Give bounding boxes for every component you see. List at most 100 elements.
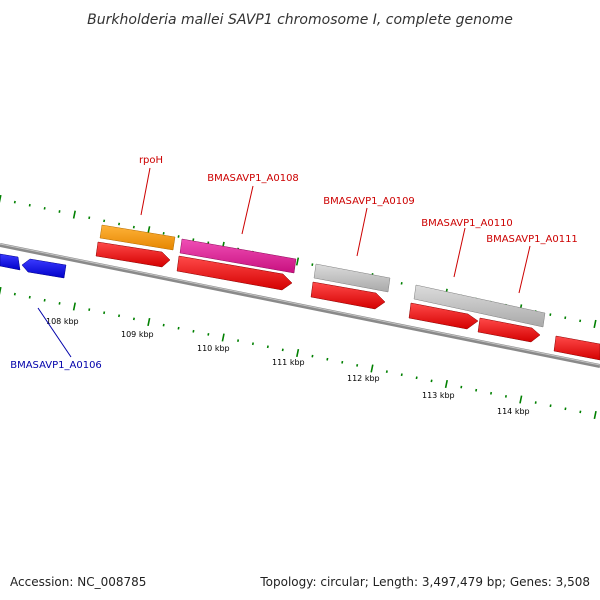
inner-tick bbox=[564, 407, 567, 411]
inner-tick bbox=[207, 333, 210, 336]
scale-label-112: 112 kbp bbox=[347, 374, 380, 383]
inner-tick bbox=[370, 364, 374, 373]
outer-tick bbox=[13, 200, 16, 204]
inner-tick-row bbox=[0, 286, 597, 420]
scale-label-113: 113 kbp bbox=[422, 391, 455, 400]
gene-a0107-arrow[interactable] bbox=[21, 258, 67, 279]
inner-tick bbox=[43, 298, 46, 302]
scale-label-108: 108 kbp bbox=[46, 317, 79, 326]
gene-label-a0108[interactable]: BMASAVP1_A0108 bbox=[207, 173, 299, 184]
scale-label-114: 114 kbp bbox=[497, 407, 530, 416]
accession-text: Accession: NC_008785 bbox=[10, 575, 146, 589]
gene-next-arrow[interactable] bbox=[553, 335, 600, 361]
gene-label-a0111[interactable]: BMASAVP1_A0111 bbox=[486, 234, 578, 245]
inner-tick bbox=[415, 376, 418, 380]
inner-tick bbox=[251, 342, 254, 346]
gene-label-rpoh[interactable]: rpoH bbox=[139, 155, 163, 166]
inner-tick bbox=[28, 295, 31, 299]
inner-tick bbox=[579, 410, 582, 414]
inner-tick bbox=[326, 357, 329, 361]
inner-tick bbox=[0, 286, 2, 295]
outer-tick bbox=[132, 225, 135, 229]
feature-a0110-bar[interactable] bbox=[413, 284, 546, 328]
inner-tick bbox=[72, 302, 76, 311]
inner-tick bbox=[444, 379, 448, 389]
gene-a0111-arrow[interactable] bbox=[477, 317, 541, 343]
scale-label-110: 110 kbp bbox=[197, 344, 230, 353]
scale-labels: 108 kbp 109 kbp 110 kbp 111 kbp 112 kbp … bbox=[46, 317, 530, 416]
map-title: Burkholderia mallei SAVP1 chromosome I, … bbox=[87, 12, 513, 28]
scale-label-111: 111 kbp bbox=[272, 358, 305, 367]
inner-tick bbox=[593, 410, 597, 420]
inner-tick bbox=[162, 323, 165, 327]
feature-a0108-bar[interactable] bbox=[179, 238, 297, 274]
scale-label-109: 109 kbp bbox=[121, 330, 154, 339]
outer-tick bbox=[162, 232, 165, 235]
inner-tick bbox=[177, 326, 180, 330]
inner-tick bbox=[266, 345, 269, 349]
outer-tick bbox=[564, 316, 567, 320]
inner-tick bbox=[103, 311, 106, 315]
inner-tick bbox=[296, 348, 300, 358]
feature-bars bbox=[99, 224, 546, 328]
callout-a0106 bbox=[37, 307, 72, 358]
forward-strand-genes bbox=[95, 241, 600, 361]
gene-labels: rpoH BMASAVP1_A0108 BMASAVP1_A0109 BMASA… bbox=[10, 155, 578, 371]
callout-a0109 bbox=[356, 207, 368, 257]
gene-label-a0110[interactable]: BMASAVP1_A0110 bbox=[421, 218, 513, 229]
inner-tick bbox=[58, 302, 61, 305]
outer-tick bbox=[400, 282, 403, 285]
genome-summary-text: Topology: circular; Length: 3,497,479 bp… bbox=[259, 575, 590, 589]
gene-label-a0106[interactable]: BMASAVP1_A0106 bbox=[10, 360, 102, 371]
inner-tick bbox=[475, 388, 478, 392]
chromosome-backbone-highlight bbox=[0, 243, 600, 366]
gene-a0108-arrow[interactable] bbox=[176, 255, 293, 291]
inner-tick bbox=[88, 308, 91, 311]
inner-tick bbox=[490, 391, 493, 395]
outer-tick bbox=[43, 207, 46, 210]
callout-a0111 bbox=[518, 245, 531, 294]
inner-tick bbox=[311, 354, 314, 358]
gene-a0109-arrow[interactable] bbox=[310, 281, 386, 310]
inner-tick bbox=[281, 348, 284, 352]
outer-tick bbox=[593, 319, 597, 329]
gene-label-a0109[interactable]: BMASAVP1_A0109 bbox=[323, 196, 415, 207]
outer-tick bbox=[0, 194, 2, 203]
outer-tick bbox=[549, 313, 552, 316]
callout-lines bbox=[37, 167, 531, 358]
inner-tick bbox=[341, 360, 344, 364]
outer-tick bbox=[88, 216, 91, 220]
inner-tick bbox=[430, 379, 433, 383]
outer-tick bbox=[103, 219, 106, 223]
outer-tick bbox=[192, 238, 195, 241]
callout-a0108 bbox=[241, 185, 254, 235]
callout-a0110 bbox=[453, 227, 466, 278]
outer-tick bbox=[579, 319, 582, 323]
inner-tick bbox=[147, 317, 151, 327]
outer-tick bbox=[72, 210, 76, 219]
feature-rpoh-bar[interactable] bbox=[99, 224, 176, 251]
outer-tick bbox=[118, 222, 121, 226]
inner-tick bbox=[237, 339, 240, 342]
gene-rpoh-arrow[interactable] bbox=[95, 241, 171, 268]
outer-tick bbox=[177, 235, 180, 238]
gene-a0110-arrow[interactable] bbox=[408, 302, 479, 330]
inner-tick bbox=[519, 395, 523, 404]
reverse-strand-genes bbox=[0, 253, 67, 279]
inner-tick bbox=[385, 370, 388, 373]
outer-tick bbox=[311, 263, 314, 266]
outer-tick bbox=[295, 257, 300, 266]
inner-tick bbox=[549, 404, 552, 408]
inner-tick bbox=[400, 373, 403, 377]
feature-a0109-bar[interactable] bbox=[313, 263, 391, 293]
callout-rpoh bbox=[140, 167, 151, 216]
inner-tick bbox=[504, 395, 507, 398]
chromosome-backbone bbox=[0, 243, 600, 368]
inner-tick bbox=[132, 317, 135, 321]
inner-tick bbox=[192, 329, 195, 333]
outer-tick bbox=[28, 203, 31, 207]
inner-tick bbox=[13, 292, 16, 296]
inner-tick bbox=[356, 364, 359, 367]
inner-tick bbox=[221, 333, 225, 342]
gene-a0106-arrow[interactable] bbox=[0, 253, 21, 271]
